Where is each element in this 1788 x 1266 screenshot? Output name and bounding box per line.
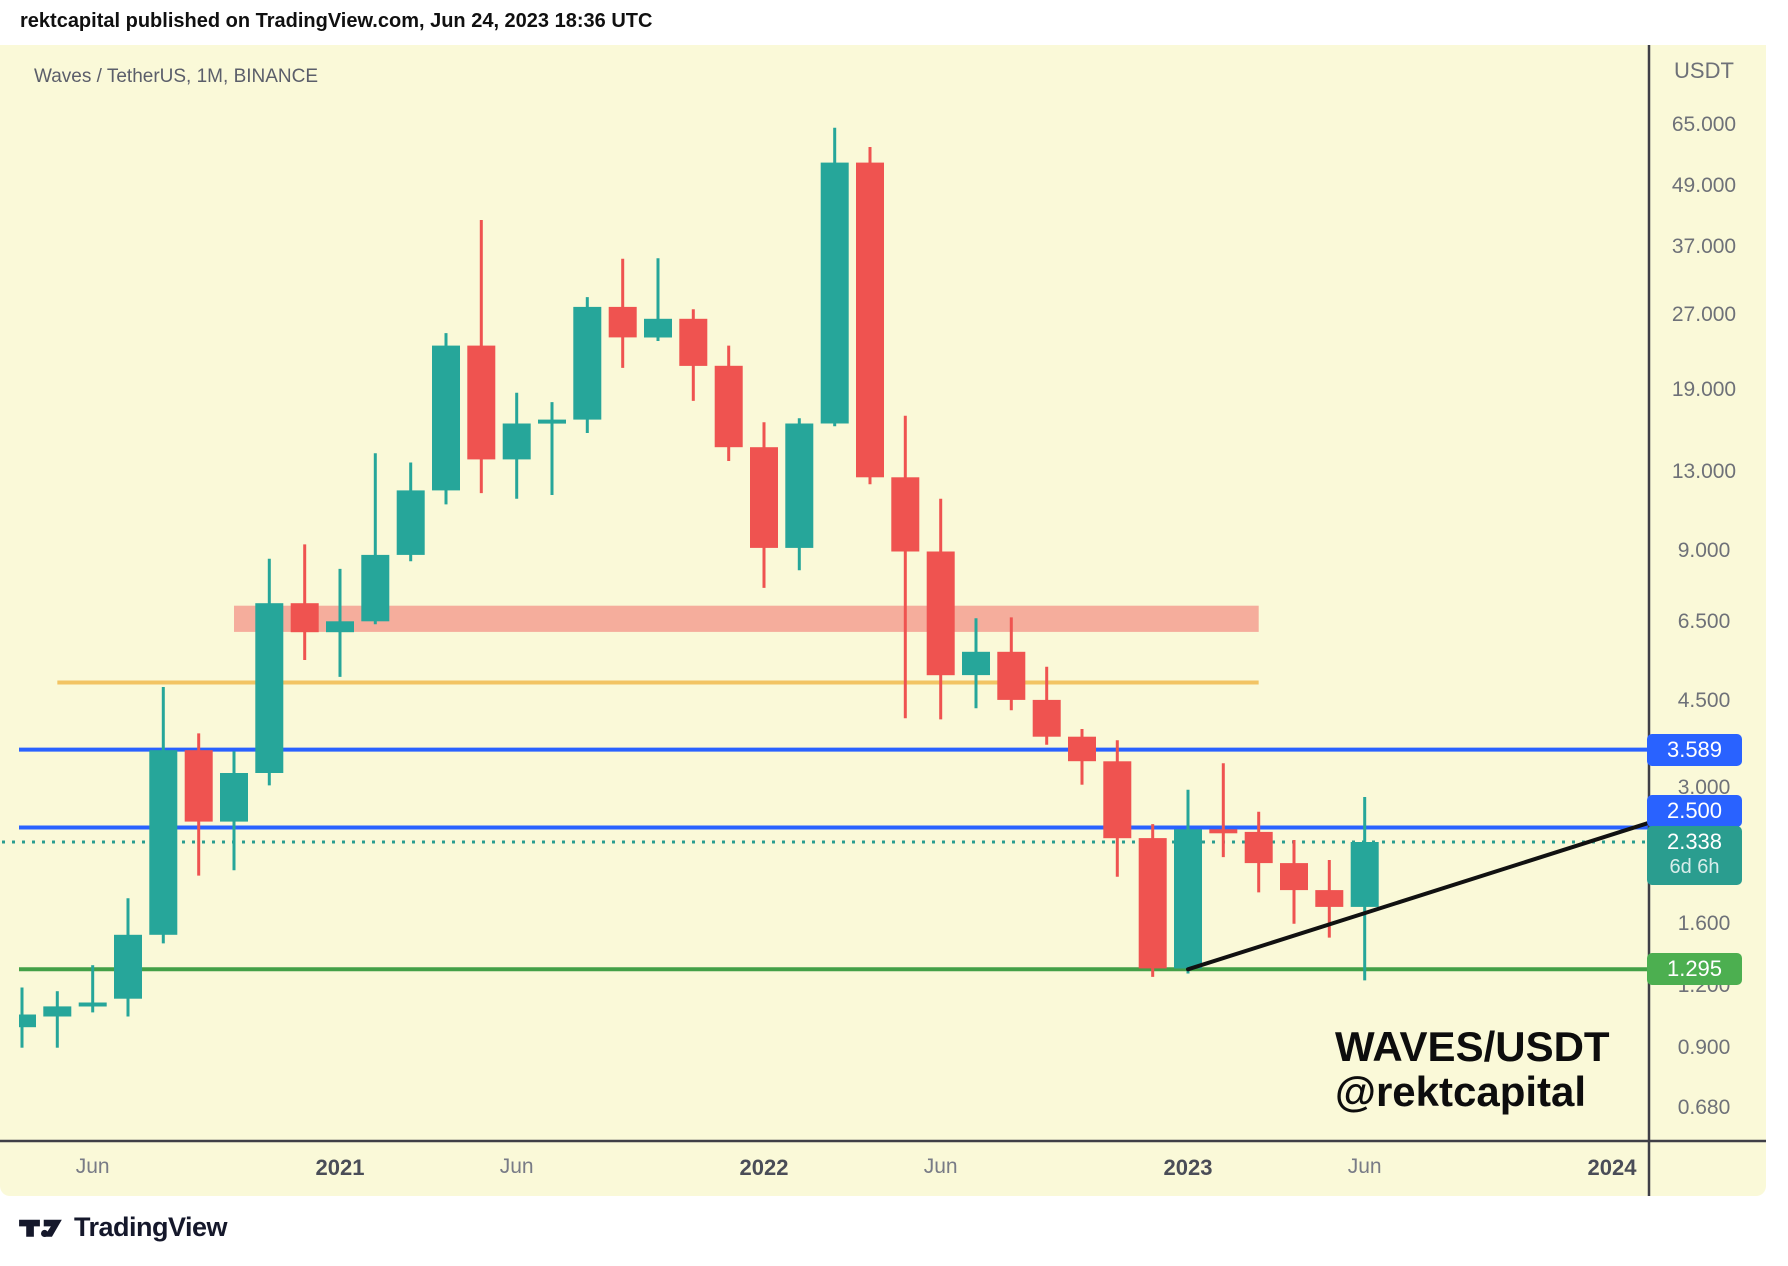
candles: [19, 127, 1379, 1048]
price-tick-49.000: 49.000: [1671, 174, 1737, 198]
publish-header-text: rektcapital published on TradingView.com…: [20, 10, 653, 32]
chart-symbol-title: Waves / TetherUS, 1M, BINANCE: [34, 66, 319, 87]
tradingview-logo-text: TradingView: [74, 1212, 228, 1242]
tradingview-logo-icon: [19, 1219, 62, 1237]
tradingview-logo[interactable]: TradingView: [18, 1212, 228, 1243]
time-tick-2023-2023-01: 2023: [1163, 1155, 1213, 1180]
price-tick-6.500: 6.500: [1677, 609, 1731, 633]
price-tick-9.000: 9.000: [1677, 539, 1731, 563]
price-tick-0.900: 0.900: [1677, 1035, 1731, 1059]
time-tick-2024-2024-01: 2024: [1587, 1155, 1637, 1180]
trendline: [1186, 821, 1650, 972]
time-tick-Jun-2023-06: Jun: [1347, 1155, 1382, 1178]
price-tick-4.500: 4.500: [1677, 688, 1731, 712]
time-tick-Jun-2022-06: Jun: [923, 1155, 958, 1178]
price-tick-37.000: 37.000: [1671, 234, 1737, 258]
price-tick-19.000: 19.000: [1671, 378, 1737, 402]
watermark-symbol: WAVES/USDT: [1335, 1023, 1610, 1070]
price-level-label-1.295: 1.295: [1647, 953, 1742, 986]
price-tick-3.000: 3.000: [1677, 776, 1731, 800]
price-tick-27.000: 27.000: [1671, 302, 1737, 326]
watermark: WAVES/USDT @rektcapital: [1335, 1024, 1610, 1114]
price-axis-currency: USDT: [1674, 58, 1734, 83]
watermark-handle: @rektcapital: [1335, 1068, 1587, 1115]
price-axis[interactable]: 65.000 49.000 37.000 27.000 19.000 13.000 9.00…: [1649, 45, 1766, 1196]
publish-header: [0, 0, 1788, 45]
price-tick-65.000: 65.000: [1671, 113, 1737, 137]
time-tick-2021-2021-01: 2021: [315, 1155, 365, 1180]
level-resistance-zone: [233, 605, 1259, 632]
price-level-label-2.500: 2.500: [1647, 794, 1742, 827]
price-tick-1.600: 1.600: [1677, 911, 1731, 935]
time-tick-Jun-2021-06: Jun: [499, 1155, 534, 1178]
price-level-label-3.589: 3.589: [1647, 733, 1742, 766]
current-price-label: 2.338 6d 6h: [1647, 825, 1742, 885]
time-axis[interactable]: Jun 2021 Jun 2022 Jun 2023 Jun 2024: [0, 1145, 1766, 1195]
time-tick-Jun-2020-06: Jun: [75, 1155, 110, 1178]
bar-countdown: 6d 6h: [1669, 855, 1720, 878]
price-tick-0.680: 0.680: [1677, 1096, 1731, 1120]
price-tick-13.000: 13.000: [1671, 460, 1737, 484]
time-tick-2022-2022-01: 2022: [739, 1155, 789, 1180]
